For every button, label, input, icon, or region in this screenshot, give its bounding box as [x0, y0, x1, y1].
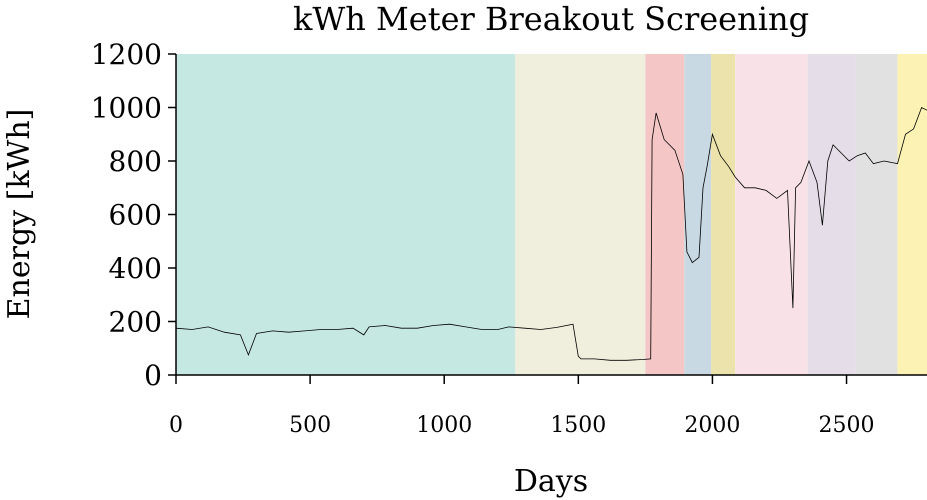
x-axis-label: Days: [514, 464, 588, 499]
y-tick-label: 600: [109, 199, 162, 232]
y-axis-label: Energy [kWh]: [2, 109, 37, 320]
region-band-1: [176, 54, 516, 375]
y-tick-label: 400: [109, 252, 162, 285]
region-band-7: [807, 54, 856, 375]
y-tick-label: 1000: [91, 92, 162, 125]
x-tick-label: 1500: [550, 413, 606, 438]
y-tick-label: 1200: [91, 38, 162, 71]
region-band-2: [515, 54, 646, 375]
y-tick-label: 800: [109, 145, 162, 178]
region-band-5: [711, 54, 736, 375]
x-tick-label: 2500: [819, 413, 875, 438]
region-band-6: [735, 54, 808, 375]
background-regions: [176, 54, 927, 375]
axes: 0 200 400 600 800 1000 1200 0 500 1000 1500 2000 250…: [91, 38, 927, 438]
x-tick-label: 500: [289, 413, 331, 438]
region-band-4: [684, 54, 712, 375]
series-layer: [175, 106, 927, 361]
region-band-9: [897, 54, 927, 375]
series-line-1: [175, 106, 927, 361]
x-tick-label: 2000: [684, 413, 740, 438]
y-tick-label: 200: [109, 306, 162, 339]
x-tick-label: 1000: [416, 413, 472, 438]
x-tick-label: 0: [169, 413, 183, 438]
region-band-8: [855, 54, 898, 375]
chart-title: kWh Meter Breakout Screening: [293, 0, 809, 38]
y-tick-label: 0: [144, 359, 162, 392]
